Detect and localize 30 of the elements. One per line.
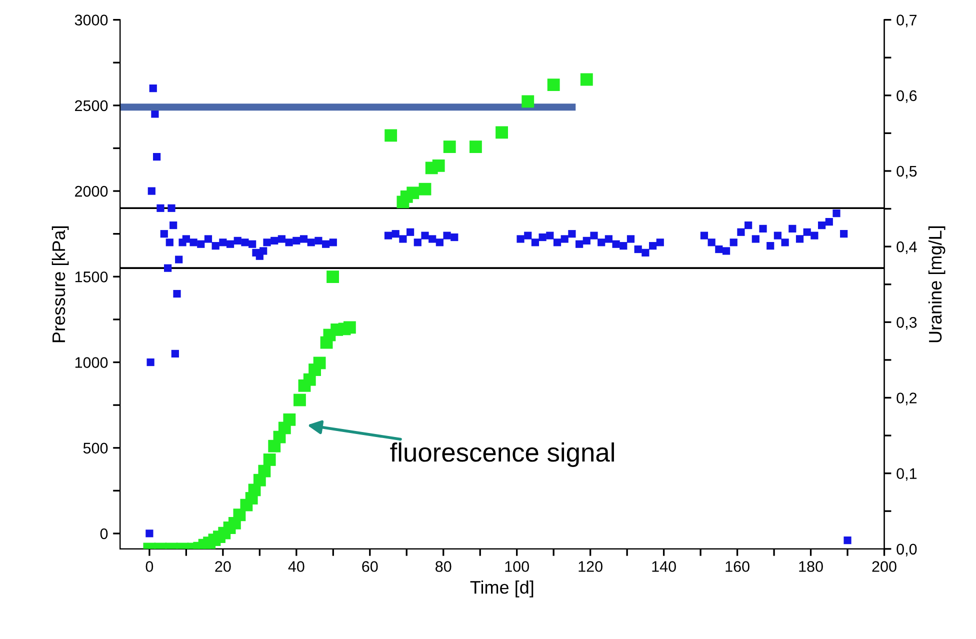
y2-tick-label: 0,5 (896, 166, 917, 178)
y2-tick-label: 0,3 (896, 317, 917, 330)
y2-tick-label: 0,6 (896, 90, 917, 103)
y2-axis-title: Uranine [mg/L] (928, 226, 946, 342)
x-tick-label: 160 (726, 561, 750, 572)
x-tick-label: 100 (505, 561, 529, 572)
x-tick-label: 80 (436, 561, 452, 572)
y-axis-title: Pressure [kPa] (52, 226, 69, 342)
y2-tick-label: 0,4 (896, 241, 917, 254)
x-tick-label: 120 (578, 561, 602, 572)
y2-tick-label: 0,1 (896, 468, 917, 481)
y-tick-label: 1000 (75, 357, 108, 368)
x-tick-label: 140 (652, 561, 676, 572)
y-tick-label: 0 (100, 528, 108, 540)
x-tick-label: 200 (872, 561, 896, 572)
y2-tick-label: 0,7 (896, 14, 917, 28)
x-axis-title: Time [d] (470, 580, 534, 598)
x-tick-label: 40 (288, 561, 304, 572)
x-tick-label: 0 (146, 561, 154, 572)
y-tick-label: 3000 (74, 14, 108, 26)
y2-tick-label: 0,2 (896, 392, 917, 406)
y-tick-label: 2500 (75, 100, 108, 112)
annotation: fluorescence signal (390, 442, 614, 468)
y-tick-label: 2000 (75, 186, 108, 197)
x-tick-label: 180 (799, 561, 823, 572)
x-tick-label: 60 (362, 561, 378, 572)
x-tick-label: 20 (215, 561, 231, 572)
y-tick-label: 1500 (75, 272, 108, 282)
y2-tick-label: 0,0 (896, 544, 917, 556)
y-tick-label: 500 (83, 442, 108, 454)
